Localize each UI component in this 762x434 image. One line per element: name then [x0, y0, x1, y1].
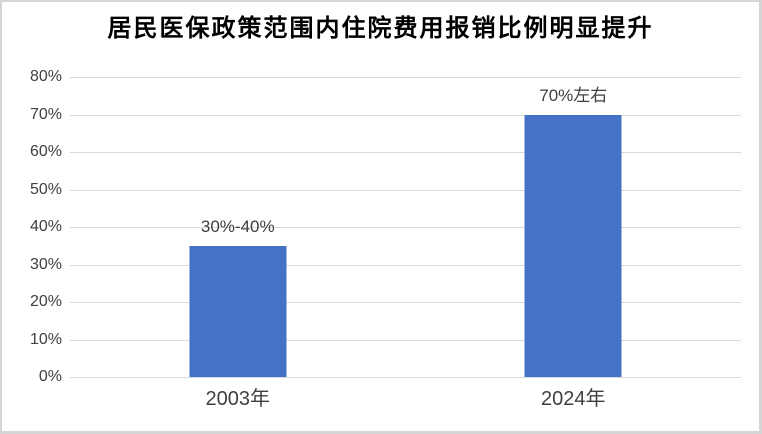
- y-tick-label: 50%: [29, 180, 62, 198]
- y-tick-label: 10%: [29, 330, 62, 348]
- y-tick-label: 30%: [29, 255, 62, 273]
- y-tick-label: 70%: [29, 105, 62, 123]
- y-tick-label: 80%: [29, 68, 62, 85]
- gridline: [70, 152, 741, 153]
- y-tick-label: 0%: [38, 368, 62, 385]
- plot-area: 30%-40% 70%左右: [70, 77, 741, 378]
- x-tick-label-2003年: 2003年: [205, 388, 271, 410]
- x-tick-label-2024年: 2024年: [541, 388, 606, 410]
- y-axis: 0% 10% 20% 30% 40% 50% 60% 70% 80%: [2, 69, 62, 385]
- y-tick-label: 60%: [29, 143, 62, 160]
- data-label-2003年: 30%-40%: [200, 216, 275, 236]
- gridline: [70, 302, 741, 303]
- gridline: [70, 339, 741, 341]
- gridline: [70, 377, 741, 378]
- bar-2003年: [189, 245, 287, 377]
- gridline: [70, 77, 741, 78]
- data-label-2024年: 70%左右: [539, 85, 608, 105]
- gridline: [70, 114, 741, 116]
- bar-2024年: [524, 114, 622, 377]
- gridline: [70, 264, 741, 266]
- x-axis: 2003年 2024年: [70, 387, 741, 417]
- gridline: [70, 189, 741, 191]
- y-tick-label: 40%: [29, 218, 62, 235]
- y-tick-label: 20%: [29, 293, 62, 310]
- gridline: [70, 227, 741, 228]
- chart-title: 居民医保政策范围内住院费用报销比例明显提升: [107, 15, 654, 42]
